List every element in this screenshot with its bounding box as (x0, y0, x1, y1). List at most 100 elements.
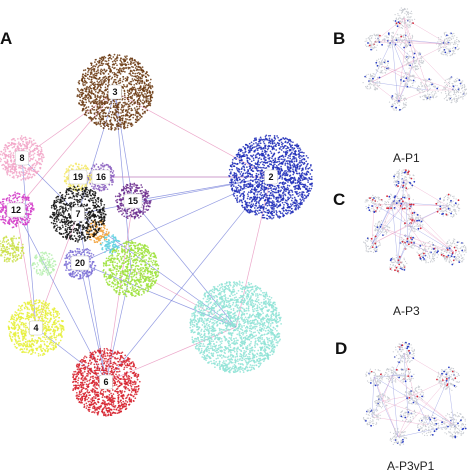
cluster-c-teal (189, 280, 282, 374)
inset-edge (371, 81, 399, 103)
inset-edge (397, 79, 409, 103)
inset-edge (381, 65, 455, 91)
inset-cluster (364, 33, 384, 51)
inset-edge (381, 201, 407, 229)
cluster-label-text: 3 (112, 87, 117, 97)
inset-cluster (373, 220, 391, 237)
inset-edge (403, 179, 449, 207)
inset-cluster (400, 72, 416, 88)
inset-network-b (362, 7, 468, 112)
cluster-label-7: 7 (71, 206, 85, 222)
inset-edge (371, 416, 429, 426)
network-edge (105, 176, 272, 383)
inset-cluster (363, 234, 381, 253)
inset-edge (407, 59, 415, 81)
panel-letter-a: A (0, 29, 12, 48)
cluster-c-orange (86, 219, 110, 245)
cluster-label-text: 15 (128, 196, 138, 206)
cluster-label-text: 20 (75, 258, 85, 268)
inset-cluster (392, 7, 416, 29)
inset-edge (405, 201, 455, 253)
inset-cluster (392, 341, 415, 364)
inset-edge (371, 201, 407, 245)
cluster-label-6: 6 (99, 374, 113, 390)
inset-edge (405, 201, 409, 243)
cluster-label-text: 4 (33, 323, 38, 333)
inset-edge (405, 39, 449, 45)
inset-edge (381, 374, 393, 402)
panel-letter-c: C (333, 190, 345, 209)
inset-cluster (389, 254, 408, 274)
cluster-label-text: 16 (96, 172, 106, 182)
inset-cluster (362, 407, 381, 427)
network-edge (105, 200, 134, 383)
inset-edge (381, 227, 455, 253)
inset-cluster (384, 193, 401, 211)
cluster-label-text: 8 (19, 153, 24, 163)
cluster-label-12: 12 (6, 202, 26, 218)
inset-edge (391, 201, 399, 265)
inset-cluster (440, 76, 468, 104)
inset-cluster (435, 31, 461, 57)
inset-edge (391, 374, 399, 438)
cluster-label-text: 7 (75, 209, 80, 219)
inset-edge (405, 39, 455, 91)
inset-edge (391, 39, 399, 103)
inset-cluster (365, 368, 384, 387)
inset-cluster (416, 78, 439, 101)
inset-edge (397, 179, 405, 265)
inset-cluster (399, 406, 417, 423)
network-edge (132, 200, 237, 328)
panel-caption-b: A-P1 (393, 151, 420, 165)
inset-cluster (416, 241, 439, 264)
inset-edge (397, 59, 415, 103)
panel-letter-b: B (333, 29, 345, 48)
inset-edge (373, 39, 393, 43)
inset-cluster (383, 366, 400, 384)
cluster-15 (114, 182, 152, 220)
inset-cluster (374, 393, 391, 409)
cluster-c-olive (0, 235, 25, 263)
network-edge (79, 176, 272, 264)
cluster-c-mint (31, 251, 57, 276)
inset-cluster (388, 92, 407, 112)
inset-edge (397, 424, 455, 438)
inset-edge (371, 81, 429, 91)
inset-edge (391, 39, 409, 81)
inset-cluster (362, 73, 381, 91)
inset-edge (371, 221, 415, 245)
inset-cluster (383, 31, 399, 49)
inset-cluster (397, 193, 415, 211)
cluster-19 (63, 162, 93, 192)
inset-edge (373, 41, 449, 45)
cluster-label-15: 15 (123, 193, 143, 209)
cluster-label-text: 12 (11, 205, 21, 215)
cluster-label-text: 6 (103, 377, 108, 387)
inset-cluster (398, 32, 414, 49)
inset-cluster (436, 366, 461, 391)
inset-edge (397, 414, 409, 438)
cluster-2 (228, 134, 314, 220)
cluster-c-lime (102, 240, 160, 298)
inset-edge (397, 378, 449, 438)
inset-edge (371, 205, 449, 245)
inset-edge (413, 221, 455, 253)
inset-cluster (375, 58, 390, 74)
network-edge (132, 176, 272, 202)
inset-edge (381, 400, 455, 426)
cluster-labels-panel-a: 3 2 8 19 16 7 15 12 20 4 6 (6, 84, 278, 390)
inset-edge (373, 376, 399, 438)
inset-edge (397, 39, 407, 103)
inset-cluster (403, 211, 424, 232)
network-edge (77, 213, 107, 383)
inset-cluster (404, 50, 425, 71)
cluster-label-19: 19 (68, 169, 88, 185)
inset-cluster (399, 367, 415, 383)
inset-edge (403, 352, 415, 396)
panel-caption-c: A-P3 (393, 304, 420, 318)
inset-edge (371, 203, 375, 245)
inset-cluster (440, 411, 467, 439)
cluster-label-text: 19 (73, 172, 83, 182)
cluster-label-20: 20 (70, 255, 90, 271)
inset-cluster (440, 238, 467, 266)
